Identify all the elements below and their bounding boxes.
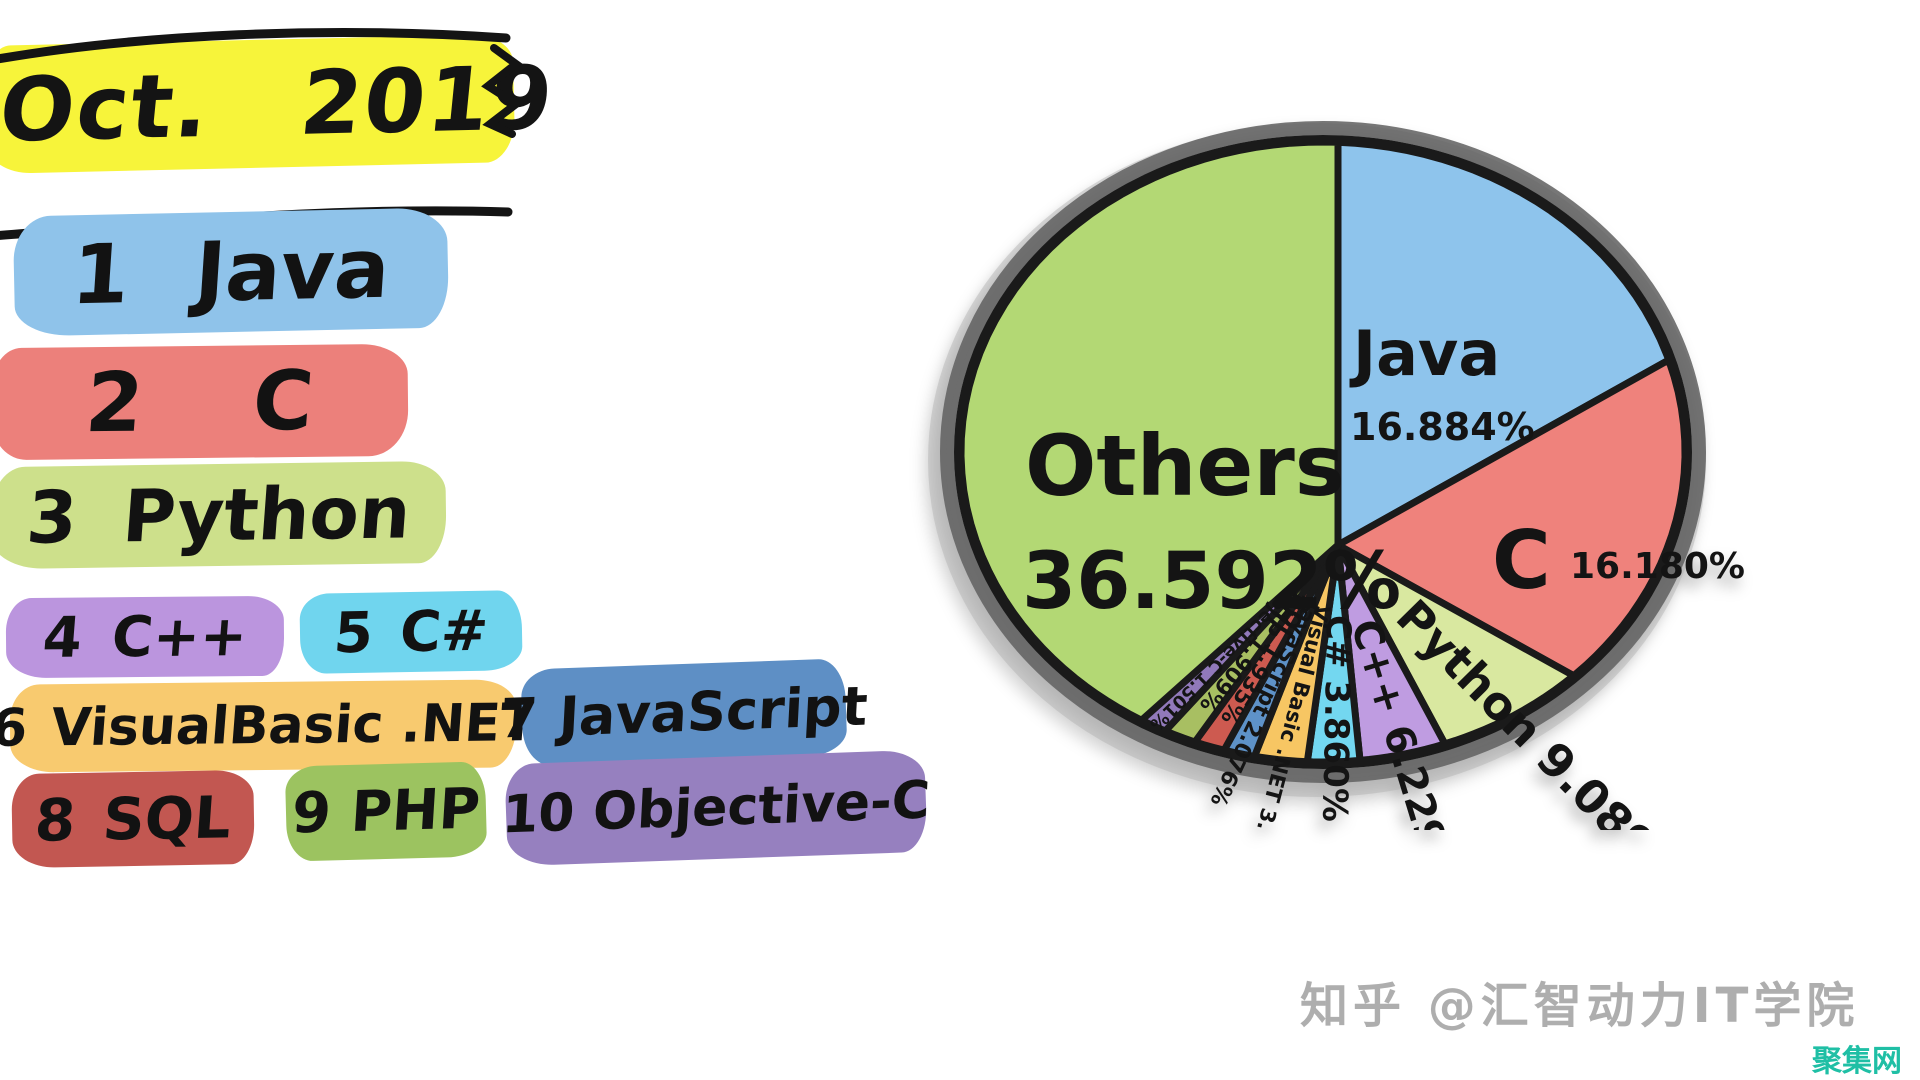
pie-slices (957, 138, 1689, 766)
rank-number: 7 (498, 686, 540, 751)
rank-number: 8 (32, 785, 78, 855)
page-title: Oct. 2019 (0, 45, 560, 162)
pie-label-11: 36.592% (1022, 537, 1401, 627)
language-name: Objective-C (591, 770, 932, 843)
language-name: VisualBasic .NET (48, 693, 538, 759)
language-name: SQL (100, 783, 234, 854)
watermark-badge: 聚集网 (1812, 1044, 1902, 1079)
pie-label-2: 16.180% (1570, 546, 1745, 587)
pie-label-2: C (1492, 514, 1551, 607)
pie-label-1: 16.884% (1350, 405, 1535, 449)
ranking-item-8: 8 SQL (11, 769, 255, 869)
language-name: C# (398, 598, 491, 665)
pie-label-5: C# 3.860% (1314, 615, 1358, 823)
rank-number: 9 (290, 780, 334, 847)
language-name: JavaScript (557, 674, 870, 749)
ranking-item-1: 1 Java (12, 207, 450, 337)
ranking-item-4: 4 C++ (5, 595, 285, 679)
watermark-credit: 知乎 @汇智动力IT学院 (1300, 978, 1860, 1034)
rank-number: 10 (500, 782, 577, 846)
language-name: PHP (349, 776, 482, 845)
rank-number: 4 (40, 605, 85, 671)
ranking-item-7: 7 JavaScript (498, 658, 870, 767)
rank-number: 2 (82, 355, 148, 451)
rank-number: 5 (331, 600, 375, 666)
ranking-item-9: 9 PHP (284, 761, 488, 862)
language-name: Java (192, 221, 393, 321)
ranking-item-10: 10 Objective-C (500, 749, 931, 867)
rank-number: 6 (0, 698, 30, 759)
ranking-item-6: 6 VisualBasic .NET (0, 679, 538, 773)
pie-rim (954, 135, 1692, 769)
language-name: C (249, 353, 318, 449)
language-name: Python (120, 470, 414, 559)
ranking-item-5: 5 C# (299, 590, 523, 674)
title-banner: Oct. 2019 (0, 34, 559, 174)
rank-number: 1 (69, 226, 133, 323)
rank-number: 3 (24, 474, 81, 560)
pie-label-1: Java (1349, 317, 1500, 390)
pie-outer-ring (940, 121, 1706, 783)
language-name: C++ (109, 603, 250, 670)
ranking-item-3: 3 Python (0, 460, 447, 570)
pie-label-11: Others (1025, 417, 1345, 515)
